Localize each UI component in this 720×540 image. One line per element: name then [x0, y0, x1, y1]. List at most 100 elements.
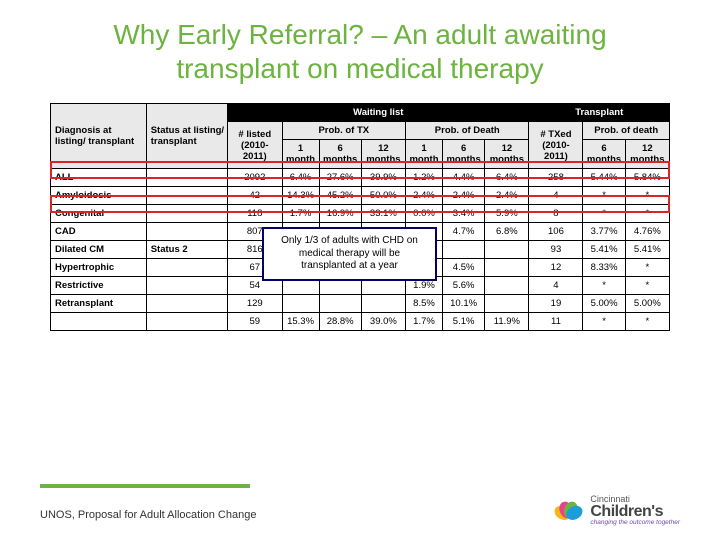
col-6m-c: 6 months: [583, 140, 625, 169]
col-prob-death-tx: Prob. of death: [583, 122, 670, 140]
table-cell: 2.4%: [485, 187, 529, 205]
table-cell: 50.0%: [361, 187, 405, 205]
table-cell: 1.7%: [406, 313, 443, 331]
table-cell: [442, 241, 484, 259]
table-cell: [361, 295, 405, 313]
table-cell: 106: [529, 223, 583, 241]
table-cell: [282, 295, 319, 313]
table-cell: [485, 277, 529, 295]
table-cell: 33.1%: [361, 205, 405, 223]
table-cell: 11: [529, 313, 583, 331]
table-cell: Retransplant: [51, 295, 147, 313]
table-cell: 45.2%: [319, 187, 361, 205]
table-cell: Dilated CM: [51, 241, 147, 259]
table-cell: Status 2: [146, 241, 227, 259]
group-waiting: Waiting list: [228, 104, 529, 122]
table-row: Retransplant1298.5%10.1%195.00%5.00%: [51, 295, 670, 313]
table-cell: 16.9%: [319, 205, 361, 223]
table-container: Diagnosis at listing/ transplant Status …: [0, 95, 720, 331]
table-row: 5915.3%28.8%39.0%1.7%5.1%11.9%11**: [51, 313, 670, 331]
col-6m-b: 6 months: [442, 140, 484, 169]
table-cell: [146, 277, 227, 295]
table-cell: 5.6%: [442, 277, 484, 295]
table-cell: 5.9%: [485, 205, 529, 223]
table-cell: 6.4%: [485, 169, 529, 187]
col-12m-c: 12 months: [625, 140, 669, 169]
col-prob-death-wl: Prob. of Death: [406, 122, 529, 140]
table-cell: 258: [529, 169, 583, 187]
col-1m-a: 1 month: [282, 140, 319, 169]
table-cell: *: [583, 205, 625, 223]
col-1m-b: 1 month: [406, 140, 443, 169]
slide-title: Why Early Referral? – An adult awaiting …: [0, 0, 720, 95]
table-cell: 4.4%: [442, 169, 484, 187]
table-row: Congenital1181.7%16.9%33.1%0.0%3.4%5.9%8…: [51, 205, 670, 223]
table-cell: [146, 205, 227, 223]
col-status: Status at listing/ transplant: [146, 104, 227, 169]
table-cell: 39.0%: [361, 313, 405, 331]
table-cell: [146, 169, 227, 187]
table-cell: 5.84%: [625, 169, 669, 187]
table-cell: *: [583, 277, 625, 295]
table-cell: 4.5%: [442, 259, 484, 277]
table-cell: 42: [228, 187, 283, 205]
table-cell: *: [583, 187, 625, 205]
table-cell: 4: [529, 187, 583, 205]
table-cell: 5.00%: [583, 295, 625, 313]
table-cell: [319, 295, 361, 313]
table-cell: [146, 187, 227, 205]
table-cell: 4.7%: [442, 223, 484, 241]
table-cell: [485, 241, 529, 259]
footer: UNOS, Proposal for Adult Allocation Chan…: [0, 482, 720, 540]
table-cell: 8.5%: [406, 295, 443, 313]
table-cell: 8: [529, 205, 583, 223]
logo-tagline: changing the outcome together: [590, 520, 680, 527]
outcomes-table: Diagnosis at listing/ transplant Status …: [50, 103, 670, 331]
table-cell: 2092: [228, 169, 283, 187]
accent-bar: [40, 484, 250, 488]
table-cell: Restrictive: [51, 277, 147, 295]
table-cell: 15.3%: [282, 313, 319, 331]
table-cell: [51, 313, 147, 331]
table-cell: 1.2%: [406, 169, 443, 187]
table-cell: 93: [529, 241, 583, 259]
table-cell: [146, 313, 227, 331]
table-cell: 5.44%: [583, 169, 625, 187]
table-cell: 4.76%: [625, 223, 669, 241]
table-cell: 3.77%: [583, 223, 625, 241]
table-cell: *: [625, 205, 669, 223]
table-cell: [485, 259, 529, 277]
logo-mark-icon: [554, 495, 584, 525]
col-prob-tx: Prob. of TX: [282, 122, 405, 140]
col-ntx: # TXed (2010-2011): [529, 122, 583, 169]
table-cell: 0.0%: [406, 205, 443, 223]
table-cell: [146, 223, 227, 241]
table-cell: 10.1%: [442, 295, 484, 313]
table-cell: 6.4%: [282, 169, 319, 187]
table-cell: Hypertrophic: [51, 259, 147, 277]
table-cell: 19: [529, 295, 583, 313]
table-cell: 39.9%: [361, 169, 405, 187]
table-cell: CAD: [51, 223, 147, 241]
table-cell: 2.4%: [442, 187, 484, 205]
citation-text: UNOS, Proposal for Adult Allocation Chan…: [40, 509, 256, 522]
col-12m-b: 12 months: [485, 140, 529, 169]
col-diagnosis: Diagnosis at listing/ transplant: [51, 104, 147, 169]
table-cell: Amyloidosis: [51, 187, 147, 205]
table-cell: 5.41%: [625, 241, 669, 259]
table-row: ALL20926.4%27.6%39.9%1.2%4.4%6.4%2585.44…: [51, 169, 670, 187]
table-cell: 5.1%: [442, 313, 484, 331]
group-transplant: Transplant: [529, 104, 670, 122]
table-cell: 59: [228, 313, 283, 331]
table-cell: *: [583, 313, 625, 331]
table-cell: 5.00%: [625, 295, 669, 313]
table-cell: 129: [228, 295, 283, 313]
col-nlisted: # listed (2010-2011): [228, 122, 283, 169]
table-cell: 118: [228, 205, 283, 223]
table-row: Amyloidosis4214.3%45.2%50.0%2.4%2.4%2.4%…: [51, 187, 670, 205]
col-12m-a: 12 months: [361, 140, 405, 169]
table-cell: 6.8%: [485, 223, 529, 241]
table-cell: 1.7%: [282, 205, 319, 223]
table-cell: 28.8%: [319, 313, 361, 331]
table-cell: Congenital: [51, 205, 147, 223]
